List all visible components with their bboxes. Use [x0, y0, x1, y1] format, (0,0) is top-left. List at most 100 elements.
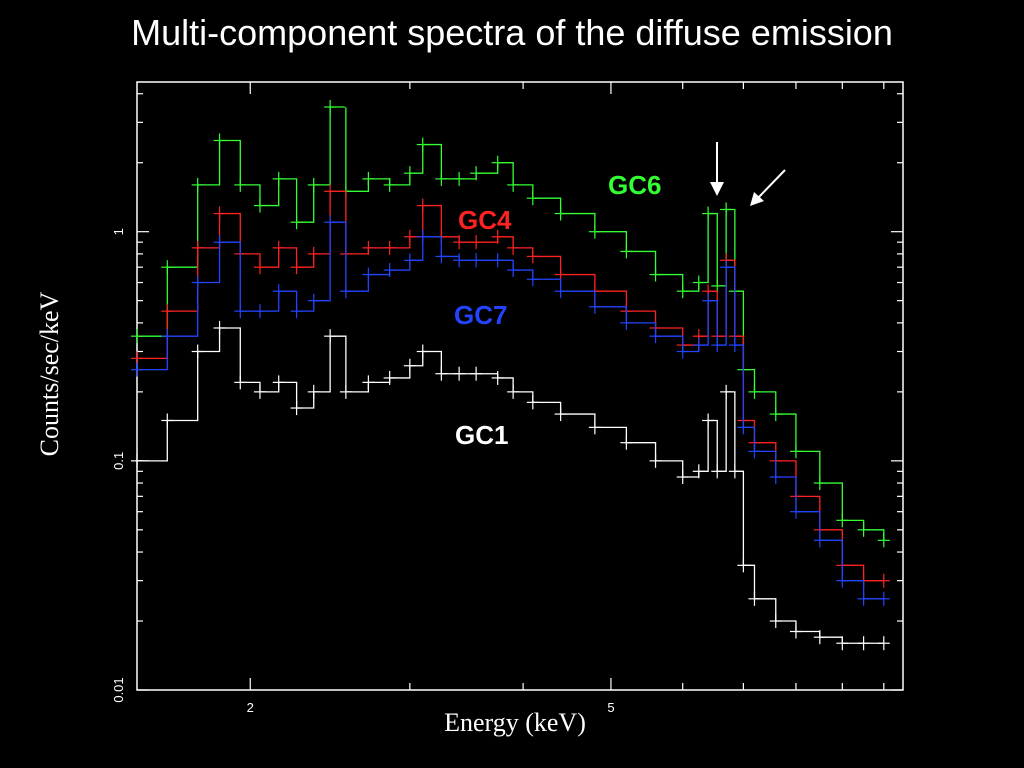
- data-point: [131, 329, 143, 344]
- data-point: [620, 435, 633, 450]
- data-point: [324, 100, 337, 115]
- data-point: [737, 420, 750, 435]
- data-point: [453, 235, 466, 250]
- data-point: [161, 413, 174, 428]
- series-label-gc6: GC6: [608, 170, 662, 200]
- data-point: [191, 344, 204, 359]
- data-point: [324, 215, 337, 230]
- data-point: [272, 375, 285, 390]
- data-point: [720, 384, 733, 399]
- data-point: [737, 558, 750, 573]
- data-point: [362, 240, 375, 255]
- series-line-gc6: [137, 106, 885, 541]
- data-point: [213, 206, 226, 221]
- data-point: [362, 267, 375, 282]
- data-point: [877, 533, 890, 548]
- data-point: [877, 591, 890, 606]
- data-point: [728, 464, 741, 479]
- data-point: [435, 249, 448, 264]
- series-gc6: [131, 100, 890, 548]
- series-label-gc7: GC7: [454, 300, 508, 330]
- annotation-si-ka: Si Kα: [190, 94, 257, 124]
- slide-title: Multi-component spectra of the diffuse e…: [131, 12, 893, 53]
- data-point: [403, 166, 416, 181]
- data-point: [526, 395, 539, 410]
- data-point: [507, 384, 520, 399]
- series-line-gc4: [137, 190, 884, 582]
- data-point: [676, 284, 689, 299]
- data-point: [789, 624, 802, 639]
- data-point: [813, 630, 826, 645]
- data-point: [191, 275, 204, 290]
- data-point: [383, 177, 396, 192]
- data-point: [234, 177, 247, 192]
- data-point: [692, 338, 705, 353]
- series-layer: [131, 100, 890, 651]
- data-point: [383, 240, 396, 255]
- y-tick-label: 0.1: [111, 452, 126, 470]
- data-point: [253, 384, 266, 399]
- data-point: [383, 263, 396, 278]
- data-point: [720, 260, 733, 275]
- data-point: [416, 137, 429, 152]
- data-point: [588, 224, 601, 239]
- data-point: [857, 591, 870, 606]
- data-point: [836, 573, 849, 588]
- y-axis-label: Counts/sec/keV: [35, 291, 64, 457]
- data-point: [339, 384, 352, 399]
- data-point: [813, 533, 826, 548]
- data-point: [324, 329, 337, 344]
- fe-arrow-head: [750, 192, 764, 206]
- y-tick-label: 1: [111, 228, 126, 235]
- data-point: [526, 191, 539, 206]
- data-point: [403, 253, 416, 268]
- data-point: [649, 329, 662, 344]
- data-point: [161, 329, 174, 344]
- data-point: [676, 470, 689, 485]
- data-point: [290, 215, 303, 230]
- data-point: [191, 240, 204, 255]
- data-point: [769, 407, 782, 422]
- data-point: [813, 476, 826, 491]
- data-point: [748, 444, 761, 459]
- data-point: [290, 304, 303, 319]
- data-point: [339, 284, 352, 299]
- data-point: [435, 171, 448, 186]
- fe64-arrow-head: [710, 182, 724, 196]
- series-gc4: [131, 184, 890, 588]
- data-point: [588, 299, 601, 314]
- data-point: [453, 366, 466, 381]
- data-point: [491, 229, 504, 244]
- data-point: [453, 253, 466, 268]
- fe-arrow-shaft: [757, 169, 786, 199]
- data-point: [234, 304, 247, 319]
- data-point: [620, 315, 633, 330]
- data-point: [362, 171, 375, 186]
- data-point: [789, 444, 802, 459]
- data-point: [748, 384, 761, 399]
- annotation-fe-ka: Fe Kα: [795, 146, 868, 176]
- data-point: [416, 229, 429, 244]
- data-point: [324, 184, 337, 199]
- data-point: [307, 384, 320, 399]
- data-point: [213, 235, 226, 250]
- data-point: [769, 470, 782, 485]
- data-point: [453, 171, 466, 186]
- x-tick-label: 2: [247, 700, 254, 715]
- data-point: [253, 260, 266, 275]
- data-point: [131, 453, 143, 468]
- series-label-gc4: GC4: [458, 205, 512, 235]
- data-point: [253, 198, 266, 213]
- data-point: [491, 155, 504, 170]
- data-point: [702, 293, 715, 308]
- data-point: [711, 338, 724, 353]
- data-point: [769, 614, 782, 629]
- annotation-s-ka: S Kα: [342, 84, 402, 114]
- data-point: [507, 263, 520, 278]
- data-point: [161, 304, 174, 319]
- data-point: [307, 177, 320, 192]
- annotation-fe-6-4-kev: Fe 6.4 keV: [658, 104, 786, 134]
- data-point: [620, 244, 633, 259]
- data-point: [272, 284, 285, 299]
